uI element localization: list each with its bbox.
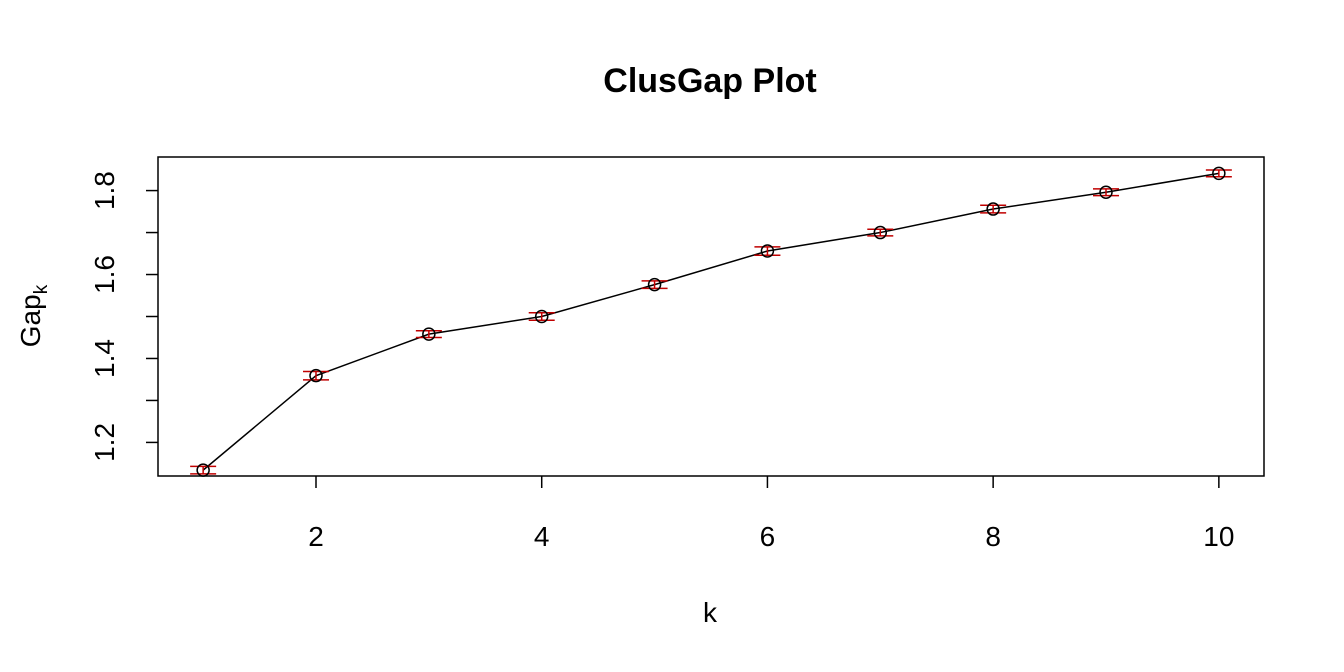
error-bar [867, 228, 894, 237]
error-bar [190, 465, 217, 475]
data-point [760, 244, 775, 258]
y-tick-label: 1.2 [89, 423, 120, 462]
error-bar [641, 280, 668, 290]
data-point [986, 202, 1000, 216]
error-bar [528, 311, 555, 322]
data-point [647, 277, 662, 292]
y-axis-label: Gapk [15, 284, 52, 347]
data-point [534, 309, 549, 324]
series-layer [190, 166, 1232, 477]
series-line [202, 172, 1219, 471]
y-tick-label: 1.6 [89, 255, 120, 294]
plot-frame [157, 156, 1265, 477]
y-axis-label-main: Gap [15, 294, 46, 347]
data-point [196, 463, 210, 477]
x-tick-label: 4 [534, 521, 550, 552]
data-point [873, 225, 888, 240]
y-axis-label-subscript: k [31, 284, 52, 294]
data-point [1212, 166, 1226, 181]
error-bar [415, 330, 442, 339]
x-axis-label: k [703, 597, 718, 628]
x-tick-label: 8 [985, 521, 1001, 552]
data-point [422, 327, 436, 341]
x-tick-label: 2 [308, 521, 324, 552]
error-bar [1205, 169, 1232, 178]
error-bar [1093, 188, 1119, 197]
x-tick-label: 10 [1203, 521, 1234, 552]
error-bar [980, 204, 1007, 214]
x-axis: 2 4 6 8 10 [308, 476, 1234, 552]
error-bar [303, 370, 329, 381]
y-tick-label: 1.8 [89, 171, 120, 210]
chart-title: ClusGap Plot [603, 62, 816, 100]
error-bar [754, 246, 781, 256]
y-tick-label: 1.4 [89, 339, 120, 378]
data-point [1099, 185, 1113, 200]
data-point [309, 368, 323, 383]
y-axis: 1.2 1.4 1.6 1.8 [89, 171, 158, 462]
x-tick-label: 6 [760, 521, 776, 552]
